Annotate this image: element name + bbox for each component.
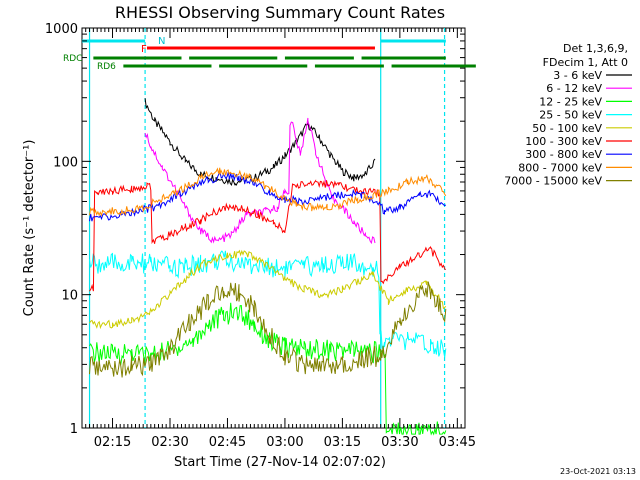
chart-title: RHESSI Observing Summary Count Rates — [115, 3, 445, 22]
flag-bars: NF RDC RD6 — [63, 36, 476, 72]
x-tick-label: 03:30 — [381, 435, 418, 450]
series-line-5 — [89, 179, 447, 292]
legend-header-line-2: FDecim 1, Att 0 — [543, 56, 628, 69]
x-tick-label: 03:15 — [324, 435, 361, 450]
legend-entry-label: 12 - 25 keV — [539, 95, 602, 108]
legend-entry-label: 3 - 6 keV — [553, 69, 602, 82]
n-flag-label: N — [158, 36, 165, 47]
x-tick-label: 03:45 — [439, 435, 476, 450]
x-tick-label: 02:15 — [94, 435, 131, 450]
y-tick-label: 1000 — [45, 22, 78, 37]
rd6-flag-label: RD6 — [97, 62, 116, 72]
x-tick-label: 02:45 — [209, 435, 246, 450]
legend-entry-label: 100 - 300 keV — [525, 135, 602, 148]
legend-entry-label: 6 - 12 keV — [546, 82, 602, 95]
legend-header-line-1: Det 1,3,6,9, — [563, 42, 628, 55]
legend: Det 1,3,6,9, FDecim 1, Att 0 3 - 6 keV6 … — [504, 42, 632, 188]
y-axis: 1 10 100 1000 — [45, 22, 465, 437]
legend-entry-label: 300 - 800 keV — [525, 148, 602, 161]
x-tick-label: 02:30 — [151, 435, 188, 450]
y-axis-label: Count Rate (s⁻¹ detector⁻¹) — [22, 140, 37, 317]
series-line-6 — [89, 171, 447, 222]
y-tick-label: 10 — [61, 289, 78, 304]
series-line-8 — [89, 281, 447, 378]
f-flag-label: F — [141, 44, 147, 55]
series-line-4 — [89, 249, 447, 330]
x-axis: 02:15 02:30 02:45 03:00 03:15 03:30 03:45 — [85, 28, 476, 450]
series-lines — [89, 98, 447, 436]
y-tick-label: 1 — [70, 422, 78, 437]
legend-entry-label: 7000 - 15000 keV — [504, 175, 602, 188]
x-axis-label: Start Time (27-Nov-14 02:07:02) — [174, 455, 386, 470]
rdc-flag-label: RDC — [63, 54, 82, 64]
legend-entry-label: 800 - 7000 keV — [518, 161, 602, 174]
series-line-7 — [89, 167, 447, 217]
y-tick-label: 100 — [53, 155, 78, 170]
legend-entry-label: 50 - 100 keV — [532, 122, 602, 135]
x-tick-label: 03:00 — [266, 435, 303, 450]
footer-date: 23-Oct-2021 03:13 — [560, 467, 636, 476]
series-line-1 — [144, 117, 376, 245]
plot-frame — [81, 27, 466, 429]
series-line-0 — [144, 98, 376, 186]
legend-entry-label: 25 - 50 keV — [539, 109, 602, 122]
